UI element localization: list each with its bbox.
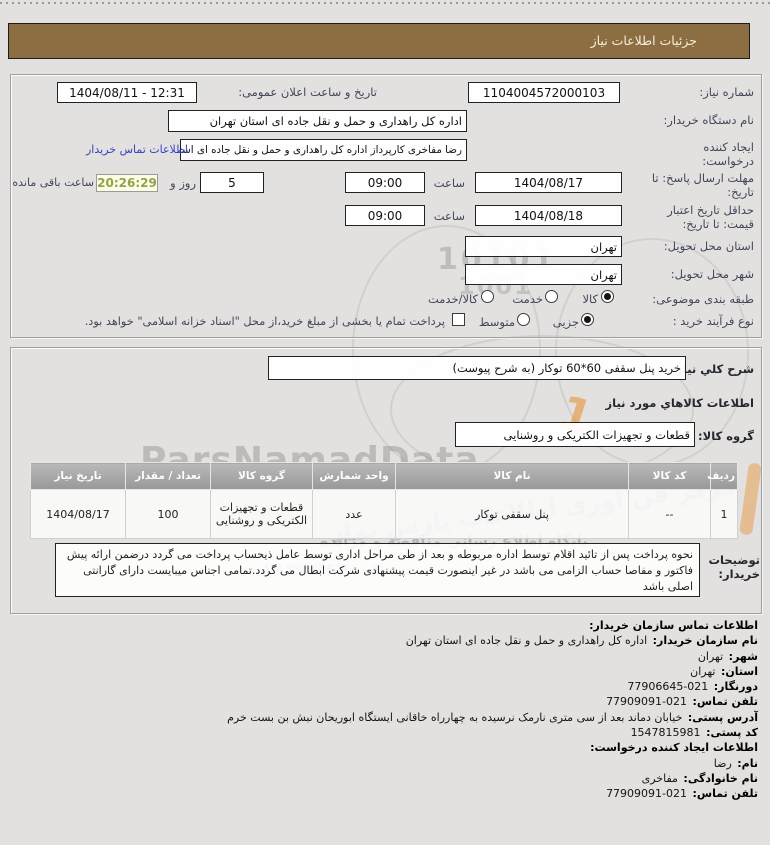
deadline-days-field[interactable]: 5 (200, 172, 264, 193)
creator-contact-heading: اطلاعات ایجاد کننده درخواست: (590, 741, 758, 755)
need-number-label: شماره نیاز: (699, 85, 754, 99)
radio-goods-service[interactable] (481, 290, 494, 303)
creator-phone-line: تلفن تماس: 77909091-021 (606, 787, 758, 801)
col-unit: واحد شمارش (312, 462, 396, 490)
countdown-timer: 20:26:29 (96, 174, 158, 192)
deadline-hour-label: ساعت (433, 176, 465, 190)
contact-info-section: اطلاعات تماس سازمان خریدار: نام سازمان خ… (0, 618, 758, 802)
creator-lastname-line: نام خانوادگی: مفاخری (641, 771, 758, 785)
deadline-date-field[interactable]: 1404/08/17 (475, 172, 622, 193)
org-fax-line: دورنگار: 77906645-021 (627, 680, 758, 694)
goods-group-field[interactable]: قطعات و تجهیزات الکتریکی و روشنایی (455, 422, 695, 447)
buyer-notes-box: نحوه پرداخت پس از تائید اقلام توسط اداره… (55, 543, 700, 597)
col-item-name: نام کالا (395, 462, 629, 490)
need-desc-field[interactable]: خرید پنل سقفی 60*60 توکار (به شرح پیوست) (268, 356, 686, 380)
announce-datetime-field[interactable]: 1404/08/11 - 12:31 (57, 82, 197, 103)
goods-table: ردیف کد کالا نام کالا واحد شمارش گروه کا… (30, 462, 738, 539)
request-info-panel (10, 74, 762, 338)
cell-row-number: 1 (710, 489, 738, 539)
buyer-contact-link[interactable]: اطلاعات تماس خریدار (86, 143, 188, 156)
validity-date-field[interactable]: 1404/08/18 (475, 205, 622, 226)
creator-field[interactable]: رضا مفاخری کارپرداز اداره کل راهداری و ح… (180, 139, 467, 161)
treasury-note: پرداخت تمام یا بخشی از مبلغ خرید،از محل … (84, 315, 445, 328)
delivery-province-field[interactable]: تهران (465, 236, 622, 257)
radio-medium[interactable] (517, 313, 530, 326)
creator-firstname-line: نام: رضا (713, 756, 758, 770)
creator-label: ایجاد کننده درخواست: (702, 140, 754, 168)
top-dotted-divider (0, 2, 770, 4)
need-details-panel (10, 347, 762, 614)
cell-quantity: 100 (125, 489, 211, 539)
radio-goods-service-label: کالا/خدمت (427, 292, 478, 306)
org-postal-line: کد پستی: 1547815981 (630, 726, 758, 740)
cell-item-name: پنل سقفی توکار (395, 489, 629, 539)
org-address-line: آدرس پستی: خیابان دماند بعد از سی متری ن… (227, 710, 758, 724)
org-name-line: نام سازمان خریدار: اداره کل راهداری و حم… (405, 634, 758, 648)
org-contact-heading: اطلاعات تماس سازمان خریدار: (589, 619, 758, 632)
validity-hour-label: ساعت (433, 209, 465, 223)
remaining-hours-label: ساعت باقی مانده (12, 176, 94, 189)
delivery-city-label: شهر محل تحویل: (670, 267, 754, 281)
goods-info-heading: اطلاعات کالاهاي مورد نیاز (605, 396, 754, 410)
cell-group: قطعات و تجهیزات الکتریکی و روشنایی (210, 489, 313, 539)
page-title-bar: جزئیات اطلاعات نیاز (8, 23, 750, 59)
validity-time-field[interactable]: 09:00 (345, 205, 425, 226)
delivery-city-field[interactable]: تهران (465, 264, 622, 285)
buyer-org-label: نام دستگاه خریدار: (663, 113, 754, 127)
price-validity-label: حداقل تاریخ اعتبار قیمت: تا تاریخ: (667, 203, 754, 231)
deadline-label: مهلت ارسال پاسخ: تا تاریخ: (651, 171, 754, 199)
radio-service[interactable] (545, 290, 558, 303)
col-row-number: ردیف (707, 462, 738, 490)
buyer-notes-label: توضیحات خریدار: (708, 553, 761, 581)
col-group: گروه کالا (210, 462, 313, 490)
col-item-code: کد کالا (628, 462, 711, 490)
deadline-time-field[interactable]: 09:00 (345, 172, 425, 193)
radio-goods-label: کالا (582, 292, 598, 306)
goods-group-label: گروه کالا: (698, 429, 754, 443)
radio-goods[interactable] (601, 290, 614, 303)
org-phone-line: تلفن تماس: 77909091-021 (606, 695, 758, 709)
radio-service-label: خدمت (512, 292, 543, 306)
cell-need-date: 1404/08/17 (30, 489, 126, 539)
goods-table-row: 1 -- پنل سقفی توکار عدد قطعات و تجهیزات … (30, 489, 738, 539)
deadline-days-label: روز و (170, 176, 196, 190)
radio-medium-label: متوسط (478, 315, 515, 329)
announce-datetime-label: تاریخ و ساعت اعلان عمومی: (238, 85, 377, 99)
col-need-date: تاریخ نیاز (30, 462, 126, 490)
page-title: جزئیات اطلاعات نیاز (590, 33, 697, 48)
org-province-line: استان: تهران (690, 664, 758, 678)
radio-minor-label: جزیی (552, 315, 579, 329)
treasury-checkbox[interactable] (452, 313, 465, 326)
process-type-label: نوع فرآیند خرید : (672, 314, 754, 328)
need-number-field[interactable]: 1104004572000103 (468, 82, 620, 103)
need-desc-label: شرح کلي نیاز: (671, 362, 754, 376)
cell-unit: عدد (312, 489, 396, 539)
goods-table-header-row: ردیف کد کالا نام کالا واحد شمارش گروه کا… (30, 462, 738, 490)
buyer-org-field[interactable]: اداره کل راهداری و حمل و نقل جاده ای است… (168, 110, 467, 132)
org-city-line: شهر: تهران (697, 649, 758, 663)
cell-item-code: -- (628, 489, 711, 539)
delivery-province-label: استان محل تحویل: (663, 239, 754, 253)
radio-minor[interactable] (581, 313, 594, 326)
category-label: طبقه بندی موضوعی: (652, 292, 754, 306)
col-quantity: تعداد / مقدار (125, 462, 211, 490)
